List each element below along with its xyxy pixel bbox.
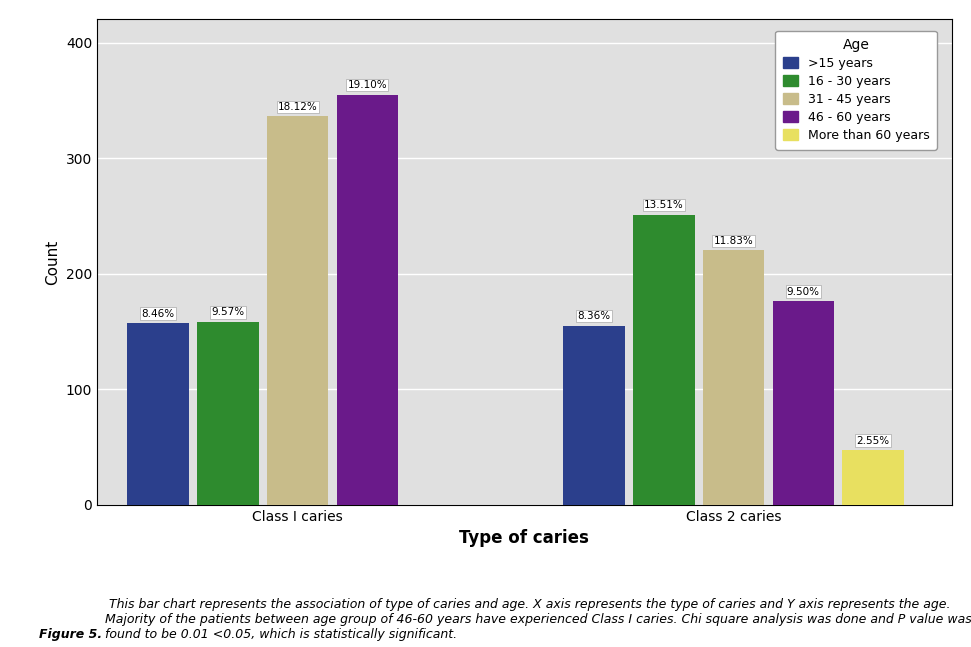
X-axis label: Type of caries: Type of caries xyxy=(459,529,589,547)
Text: 18.12%: 18.12% xyxy=(278,102,318,112)
Text: Figure 5.: Figure 5. xyxy=(39,628,102,641)
Text: 2.55%: 2.55% xyxy=(856,435,889,446)
Y-axis label: Count: Count xyxy=(46,239,60,285)
Text: 13.51%: 13.51% xyxy=(644,200,684,210)
Bar xyxy=(267,116,328,505)
Bar xyxy=(337,94,398,505)
Text: 11.83%: 11.83% xyxy=(714,236,753,246)
Text: This bar chart represents the association of type of caries and age. X axis repr: This bar chart represents the associatio… xyxy=(105,598,971,641)
Bar xyxy=(633,215,694,505)
Bar xyxy=(197,322,258,505)
Text: 8.46%: 8.46% xyxy=(142,309,175,318)
Text: 8.36%: 8.36% xyxy=(578,311,611,321)
Legend: >15 years, 16 - 30 years, 31 - 45 years, 46 - 60 years, More than 60 years: >15 years, 16 - 30 years, 31 - 45 years,… xyxy=(775,30,937,149)
Bar xyxy=(773,302,834,505)
Bar xyxy=(563,325,624,505)
Text: 9.57%: 9.57% xyxy=(212,307,245,318)
Text: 19.10%: 19.10% xyxy=(348,80,387,90)
Bar xyxy=(703,250,764,505)
Bar xyxy=(127,324,188,505)
Bar xyxy=(843,450,904,505)
Text: 9.50%: 9.50% xyxy=(787,287,820,297)
